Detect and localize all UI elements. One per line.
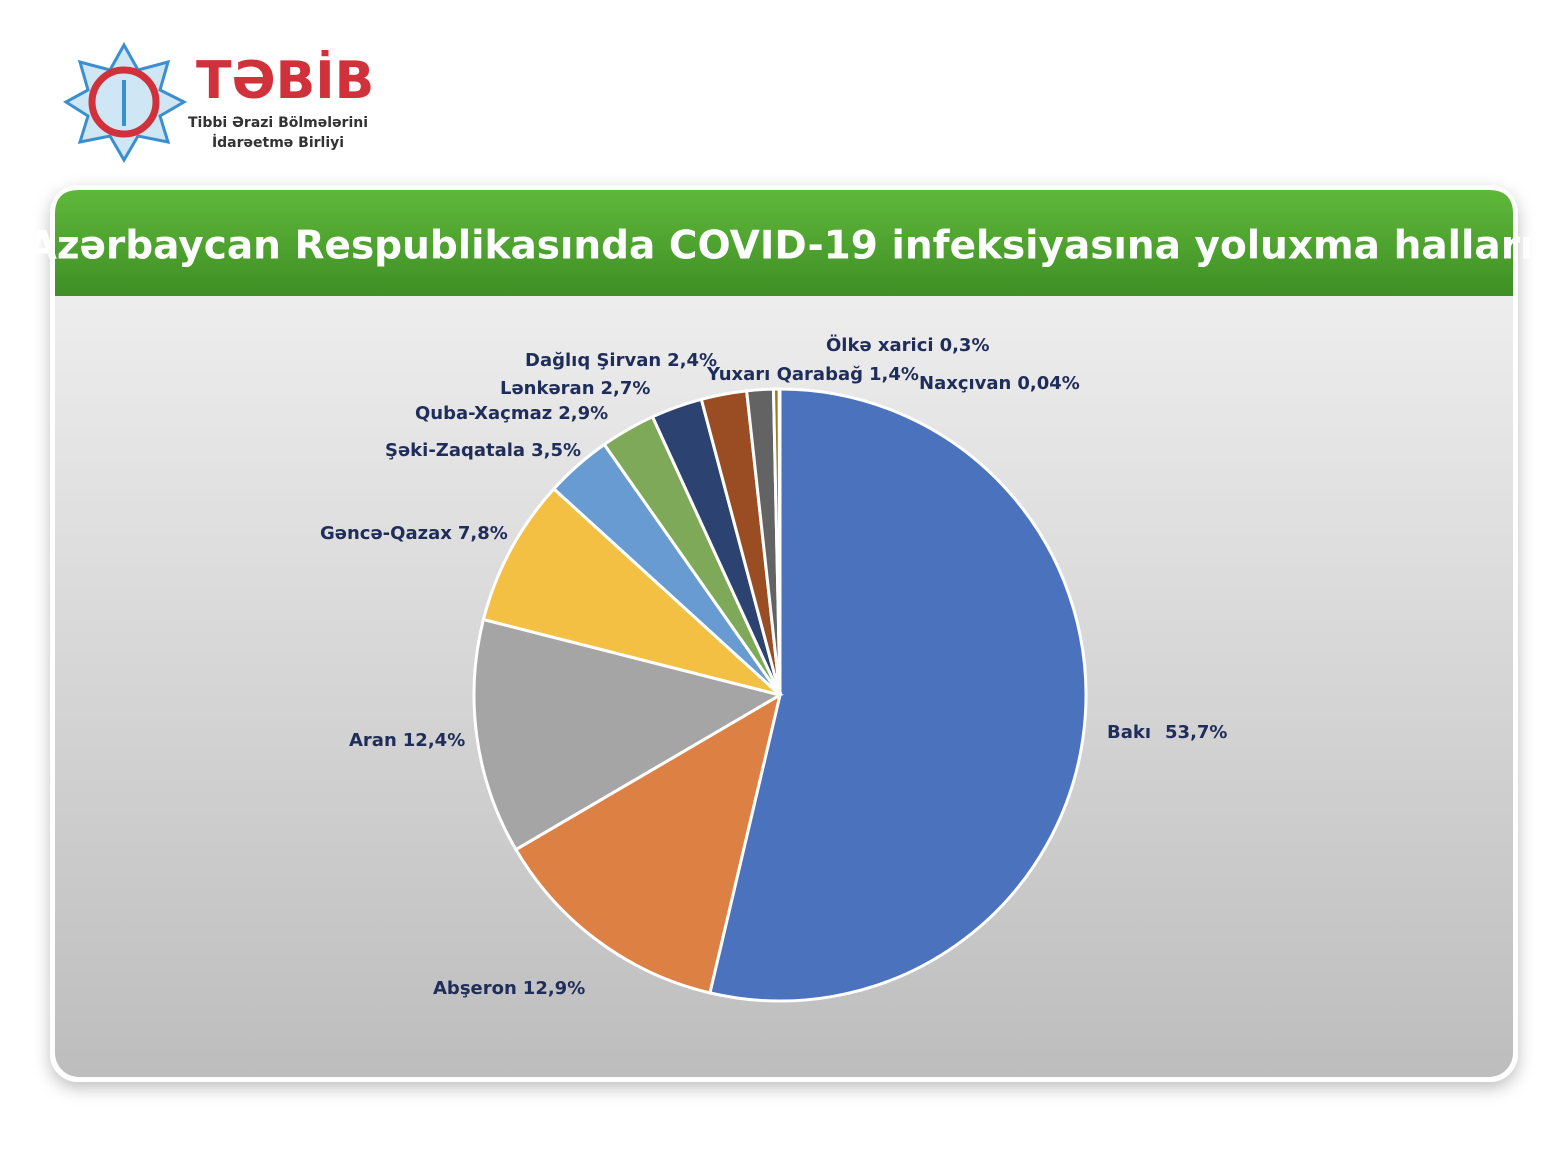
slice-label: Aran 12,4% (349, 730, 465, 751)
logo: TƏBİB Tibbi Ərazi Bölmələrini İdarəetmə … (63, 41, 374, 163)
slice-label: Bakı 53,7% (1107, 722, 1227, 743)
value-label: 2,4% (667, 350, 717, 371)
slice-label: Ölkə xarici 0,3% (826, 334, 989, 356)
logo-line: İdarəetmə Birliyi (212, 134, 344, 151)
chart-title: Azərbaycan Respublikasında COVID-19 infe… (27, 224, 1534, 269)
category-label: Lənkəran (500, 378, 595, 399)
category-label: Abşeron (433, 978, 517, 999)
value-label: 0,04% (1017, 373, 1079, 394)
slice-label: Gəncə-Qazax 7,8% (320, 523, 508, 544)
category-label: Bakı (1107, 722, 1151, 743)
value-label: 7,8% (458, 523, 508, 544)
category-label: Dağlıq Şirvan (525, 350, 661, 371)
slice-label: Quba-Xaçmaz 2,9% (415, 403, 608, 424)
category-label: Naxçıvan (919, 373, 1011, 394)
header (55, 190, 1513, 296)
pie-slice (777, 387, 782, 696)
logo-line: Tibbi Ərazi Bölmələrini (188, 115, 368, 131)
slice-label: Naxçıvan 0,04% (919, 373, 1080, 394)
slice-label: Abşeron 12,9% (433, 978, 585, 999)
pie-slice (513, 691, 783, 995)
pie-slice (708, 387, 1088, 1003)
value-label: 0,3% (940, 335, 990, 356)
category-label: Aran (349, 730, 397, 751)
category-label: Quba-Xaçmaz (415, 403, 552, 424)
value-label: 2,9% (558, 403, 608, 424)
slice-label: Dağlıq Şirvan 2,4% (525, 350, 717, 371)
category-label: Ölkə xarici (826, 334, 934, 356)
logo-name: TƏBİB (196, 50, 374, 111)
slice-label: Yuxarı Qarabağ 1,4% (706, 364, 919, 385)
value-label: 12,9% (523, 978, 585, 999)
slice-label: Şəki-Zaqatala 3,5% (385, 440, 581, 461)
value-label: 2,7% (601, 378, 651, 399)
slice-label: Lənkəran 2,7% (500, 378, 650, 399)
value-label: 53,7% (1165, 722, 1227, 743)
pie: Bakı 53,7% Abşeron 12,9% Aran 12,4% Gəncə-Qaza… (320, 334, 1227, 1003)
category-label: Gəncə-Qazax (320, 523, 452, 544)
value-label: 12,4% (403, 730, 465, 751)
value-label: 1,4% (869, 364, 919, 385)
logo-crescent (88, 66, 160, 138)
category-label: Şəki-Zaqatala (385, 440, 525, 461)
pie-slice (481, 486, 782, 697)
category-label: Yuxarı Qarabağ (706, 364, 863, 385)
value-label: 3,5% (531, 440, 581, 461)
